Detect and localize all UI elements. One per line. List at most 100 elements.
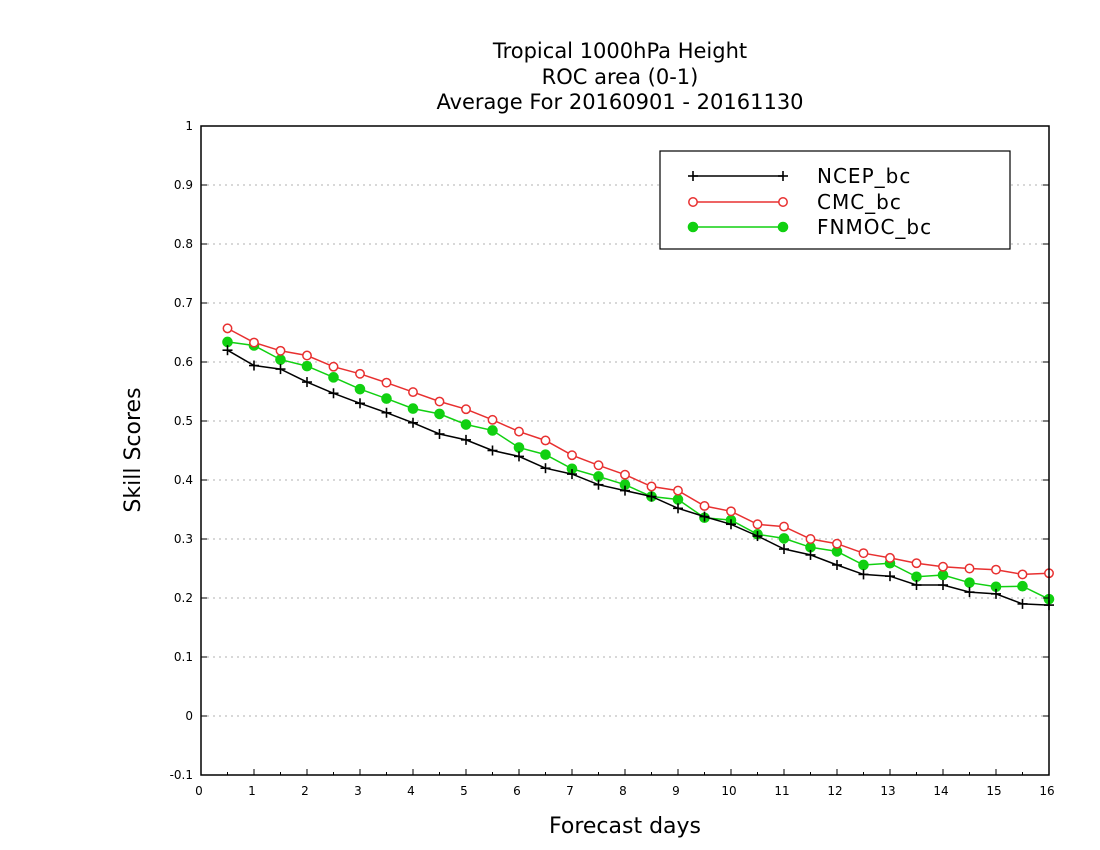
x-tick-label: 16 — [1039, 784, 1054, 798]
y-tick-label: 0.3 — [174, 532, 193, 546]
data-point-ncep-bc — [249, 360, 259, 371]
data-point-cmc-bc — [752, 519, 763, 530]
data-point-cmc-bc — [567, 450, 577, 461]
data-point-fnmoc-bc — [407, 403, 419, 414]
series-line-ncep-bc — [227, 349, 1050, 606]
data-point-cmc-bc — [646, 481, 657, 492]
data-point-ncep-bc — [514, 451, 524, 462]
x-tick-label: 6 — [513, 784, 521, 798]
data-point-ncep-bc — [593, 479, 604, 490]
data-point-cmc-bc — [487, 414, 498, 425]
data-point-cmc-bc — [381, 377, 392, 388]
series-cmc-bc — [222, 323, 1054, 580]
x-tick-label: 11 — [774, 784, 789, 798]
y-tick-label: 0 — [185, 709, 193, 723]
data-point-fnmoc-bc — [513, 442, 525, 453]
data-point-cmc-bc — [275, 345, 286, 356]
y-tick-label: 0.4 — [174, 473, 193, 487]
y-tick-label: 0.8 — [174, 237, 193, 251]
data-point-ncep-bc — [885, 571, 895, 582]
data-point-ncep-bc — [540, 463, 551, 474]
data-series — [222, 323, 1055, 611]
data-point-cmc-bc — [699, 501, 710, 511]
y-tick-label: 0.7 — [174, 296, 193, 310]
x-axis-ticks: 0 1 2 3 4 5 6 7 8 9 10 11 12 13 14 15 16 — [195, 769, 1055, 798]
data-point-ncep-bc — [964, 587, 975, 598]
data-point-ncep-bc — [673, 503, 683, 514]
x-tick-label: 12 — [827, 784, 842, 798]
data-point-cmc-bc — [249, 337, 259, 348]
legend-label: CMC_bc — [817, 190, 902, 214]
data-point-ncep-bc — [699, 511, 710, 522]
data-point-cmc-bc — [620, 469, 630, 480]
x-tick-label: 8 — [619, 784, 627, 798]
y-axis-label: Skill Scores — [121, 387, 146, 512]
y-tick-label: -0.1 — [170, 768, 193, 782]
legend-marker — [778, 171, 788, 181]
y-axis-ticks: -0.1 0 0.1 0.2 0.3 0.4 0.5 0.6 0.7 0.8 0.9 1 — [170, 119, 1049, 782]
data-point-cmc-bc — [885, 552, 895, 563]
data-point-fnmoc-bc — [354, 383, 366, 395]
series-fnmoc-bc — [222, 336, 1055, 605]
data-point-ncep-bc — [620, 485, 630, 496]
data-point-fnmoc-bc — [487, 425, 498, 436]
x-tick-label: 5 — [460, 784, 468, 798]
chart-title: Tropical 1000hPa Height ROC area (0-1) A… — [436, 39, 803, 114]
y-tick-label: 0.9 — [174, 178, 193, 192]
x-tick-label: 7 — [566, 784, 574, 798]
data-point-ncep-bc — [832, 559, 842, 570]
data-point-fnmoc-bc — [301, 360, 313, 372]
data-point-cmc-bc — [408, 387, 418, 398]
x-tick-label: 4 — [407, 784, 415, 798]
data-point-ncep-bc — [991, 588, 1001, 599]
data-point-fnmoc-bc — [1017, 580, 1028, 592]
y-tick-label: 1 — [185, 119, 193, 133]
data-point-fnmoc-bc — [460, 419, 472, 430]
data-point-ncep-bc — [328, 388, 339, 399]
data-point-fnmoc-bc — [328, 372, 339, 383]
x-tick-label: 2 — [301, 784, 309, 798]
data-point-cmc-bc — [805, 534, 816, 544]
data-point-cmc-bc — [726, 506, 736, 517]
data-point-cmc-bc — [302, 350, 312, 361]
series-ncep-bc — [222, 345, 1054, 611]
chart-title-line-1: Tropical 1000hPa Height — [492, 39, 747, 63]
chart-title-line-2: ROC area (0-1) — [542, 65, 699, 89]
x-tick-label: 3 — [354, 784, 362, 798]
data-point-ncep-bc — [487, 445, 498, 456]
gridlines — [201, 184, 1049, 717]
data-point-cmc-bc — [964, 563, 975, 574]
data-point-ncep-bc — [752, 531, 763, 542]
x-tick-label: 9 — [672, 784, 680, 798]
legend-marker — [778, 197, 788, 207]
x-tick-label: 1 — [248, 784, 256, 798]
data-point-cmc-bc — [858, 548, 869, 559]
legend-entry-ncep-bc: NCEP_bc — [688, 164, 911, 188]
data-point-cmc-bc — [328, 361, 339, 372]
data-point-fnmoc-bc — [858, 559, 869, 571]
legend-label: FNMOC_bc — [817, 215, 932, 239]
data-point-cmc-bc — [355, 368, 365, 379]
data-point-cmc-bc — [434, 396, 445, 407]
data-point-ncep-bc — [646, 491, 657, 502]
legend-entry-fnmoc-bc: FNMOC_bc — [687, 215, 932, 239]
data-point-ncep-bc — [911, 580, 922, 591]
data-point-fnmoc-bc — [540, 449, 551, 460]
series-line-cmc-bc — [227, 327, 1050, 576]
y-tick-label: 0.2 — [174, 591, 193, 605]
data-point-cmc-bc — [991, 564, 1001, 575]
legend-box — [659, 150, 1011, 250]
data-point-cmc-bc — [911, 558, 922, 569]
x-axis-label: Forecast days — [549, 814, 701, 839]
legend-marker — [688, 197, 698, 207]
data-point-ncep-bc — [726, 519, 736, 530]
data-point-fnmoc-bc — [778, 533, 790, 544]
legend-label: NCEP_bc — [817, 164, 911, 188]
y-tick-label: 0.1 — [174, 650, 193, 664]
data-point-fnmoc-bc — [275, 354, 286, 365]
data-point-ncep-bc — [355, 398, 365, 409]
data-point-ncep-bc — [302, 377, 312, 388]
y-tick-label: 0.6 — [174, 355, 193, 369]
